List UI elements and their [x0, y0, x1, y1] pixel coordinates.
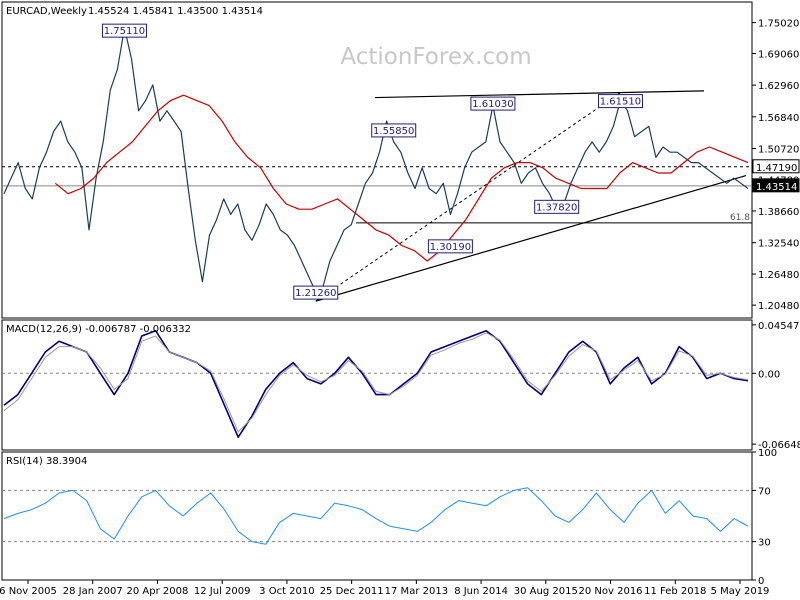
x-axis-tick-label: 25 Dec 2011 [320, 586, 384, 597]
price-y-tick-label: 1.56840 [758, 113, 799, 124]
price-y-tick-label: 1.38660 [758, 207, 799, 218]
x-axis-tick-label: 6 Nov 2005 [0, 586, 57, 597]
x-axis-tick-label: 5 May 2019 [711, 586, 770, 597]
price-y-tick-label: 1.75020 [758, 19, 799, 30]
x-axis-tick-label: 8 Jun 2014 [454, 586, 508, 597]
top-resistance-trendline [374, 90, 705, 99]
price-y-tick-label: 1.32540 [758, 239, 799, 250]
price-callout-box [470, 96, 516, 111]
rsi-y-tick-label: 0 [758, 576, 764, 587]
price-tag-label: 1.43514 [756, 182, 797, 193]
price-callout-box [534, 199, 580, 214]
x-axis-tick-label: 28 Jan 2007 [63, 586, 123, 597]
price-y-tick-label: 1.20480 [758, 301, 799, 312]
chart-symbol-label: EURCAD,Weekly [6, 6, 87, 17]
price-callout-box [371, 123, 417, 138]
macd-signal-line [3, 332, 749, 433]
price-callout-label: 1.61510 [600, 97, 641, 108]
watermark-text: ActionForex.com [340, 44, 531, 70]
price-callout-label: 1.37820 [536, 202, 577, 213]
rsi-line [3, 487, 749, 545]
price-callout-box [427, 239, 473, 254]
x-axis-tick-label: 20 Nov 2016 [579, 586, 643, 597]
fib-level-label: 61.8 [730, 213, 750, 223]
price-callout-label: 1.21260 [295, 288, 336, 299]
dashed-channel-trendline [315, 92, 621, 302]
macd-label: MACD(12,26,9) -0.006787 -0.006332 [6, 324, 191, 335]
price-callout-box [101, 23, 147, 38]
price-callout-box [597, 94, 643, 109]
moving-average-line [54, 94, 749, 262]
rsi-label: RSI(14) 38.3904 [6, 456, 87, 467]
price-callout-label: 1.55850 [373, 126, 414, 137]
price-y-tick-label: 1.69060 [758, 49, 799, 60]
x-axis-tick-label: 3 Oct 2010 [259, 586, 314, 597]
price-callout-label: 1.75110 [104, 26, 145, 37]
price-tag-box [752, 159, 800, 174]
rsi-y-tick-label: 30 [758, 538, 771, 549]
price-y-tick-label: 1.50720 [758, 144, 799, 155]
x-axis-tick-label: 12 Jul 2009 [194, 586, 251, 597]
price-y-tick-label: 1.62960 [758, 81, 799, 92]
rsi-panel-frame [1, 451, 753, 581]
rsi-y-tick-label: 100 [758, 448, 777, 459]
x-axis-tick-label: 20 Apr 2008 [127, 586, 189, 597]
x-axis-tick-label: 11 Feb 2018 [644, 586, 706, 597]
price-callout-box [293, 285, 339, 300]
x-axis-tick-label: 17 Mar 2013 [385, 586, 448, 597]
macd-y-tick-label: 0.045478 [758, 321, 800, 332]
price-y-tick-label: 1.26480 [758, 270, 799, 281]
rsi-y-tick-label: 70 [758, 486, 771, 497]
chart-ohlc-label: 1.45524 1.45841 1.43500 1.43514 [88, 6, 263, 17]
price-callout-label: 1.30190 [430, 242, 471, 253]
macd-y-tick-label: -0.066489 [758, 440, 800, 451]
price-tag-label: 1.47190 [756, 163, 797, 174]
macd-panel-frame [1, 319, 753, 451]
x-axis-tick-label: 30 Aug 2015 [514, 586, 578, 597]
macd-line [3, 329, 749, 439]
rising-support-trendline [315, 174, 747, 302]
macd-y-tick-label: 0.00 [758, 369, 780, 380]
price-tag-box [752, 178, 800, 193]
price-callout-label: 1.61030 [472, 99, 513, 110]
